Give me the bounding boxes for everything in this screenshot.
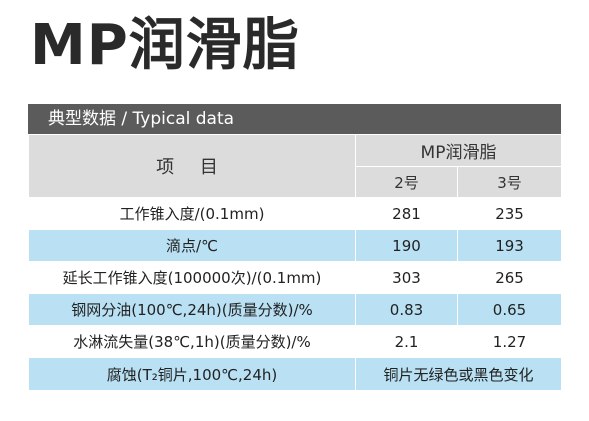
value-grade-2: 281 [355, 197, 458, 230]
spec-table: 项 目 MP润滑脂 2号 3号 工作锥入度/(0.1mm) 281 235 滴点… [28, 134, 563, 391]
row-label: 延长工作锥入度(100000次)/(0.1mm) [28, 261, 356, 294]
section-header: 典型数据 / Typical data [28, 104, 561, 134]
page-title: MP润滑脂 [30, 13, 300, 78]
value-grade-2: 0.83 [355, 293, 458, 326]
value-grade-3: 235 [456, 197, 563, 230]
value-grade-2: 2.1 [355, 325, 458, 358]
value-grade-2: 303 [355, 261, 458, 294]
table-row: 延长工作锥入度(100000次)/(0.1mm) 303 265 [28, 261, 563, 294]
grade-header: 3号 [456, 166, 563, 198]
grade-header: 2号 [355, 166, 458, 198]
row-label: 钢网分油(100℃,24h)(质量分数)/% [28, 293, 356, 326]
table-row: 钢网分油(100℃,24h)(质量分数)/% 0.83 0.65 [28, 293, 563, 326]
row-label: 水淋流失量(38℃,1h)(质量分数)/% [28, 325, 356, 358]
value-grade-3: 0.65 [456, 293, 563, 326]
table-row: 水淋流失量(38℃,1h)(质量分数)/% 2.1 1.27 [28, 325, 563, 358]
table-row: 滴点/℃ 190 193 [28, 229, 563, 262]
value-grade-2: 190 [355, 229, 458, 262]
product-header: MP润滑脂 [354, 134, 563, 167]
merged-value: 铜片无绿色或黑色变化 [354, 357, 563, 391]
value-grade-3: 1.27 [456, 325, 563, 358]
value-grade-3: 193 [456, 229, 563, 262]
row-label: 滴点/℃ [28, 229, 356, 262]
row-label: 腐蚀(T₂铜片,100℃,24h) [28, 357, 356, 391]
table-row: 工作锥入度/(0.1mm) 281 235 [28, 197, 563, 230]
value-grade-3: 265 [456, 261, 563, 294]
table-row: 腐蚀(T₂铜片,100℃,24h) 铜片无绿色或黑色变化 [28, 357, 563, 391]
row-label: 工作锥入度/(0.1mm) [28, 197, 356, 230]
item-header: 项 目 [28, 134, 356, 198]
